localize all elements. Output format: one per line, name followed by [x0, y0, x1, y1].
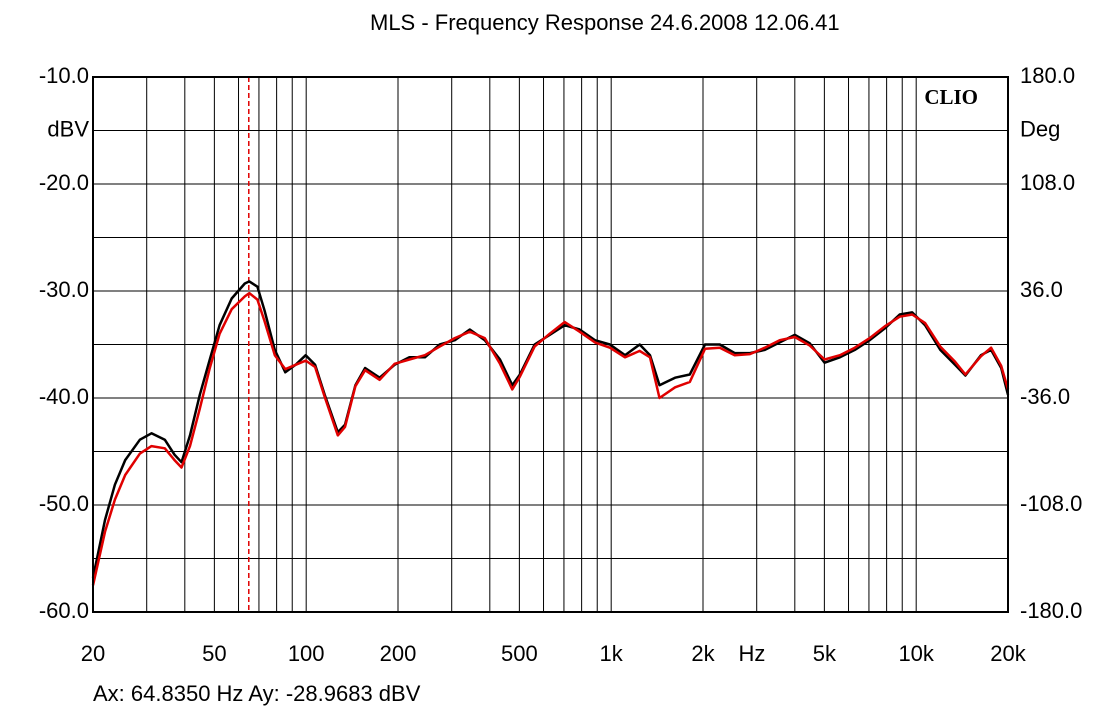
plot-frame — [92, 76, 1009, 613]
y2-tick-label: 108.0 — [1020, 170, 1075, 195]
x-tick-label: 10k — [898, 641, 934, 666]
y2-tick-label: -180.0 — [1020, 598, 1082, 623]
x-tick-label: 50 — [202, 641, 226, 666]
y-tick-label: -40.0 — [39, 384, 89, 409]
y-axis-label: dBV — [47, 116, 89, 141]
y-tick-label: -50.0 — [39, 491, 89, 516]
x-tick-label: 200 — [380, 641, 417, 666]
y2-tick-label: 180.0 — [1020, 63, 1075, 88]
y2-tick-label: 36.0 — [1020, 277, 1063, 302]
x-tick-label: 500 — [501, 641, 538, 666]
x-axis-label: Hz — [739, 641, 766, 666]
y2-tick-label: -36.0 — [1020, 384, 1070, 409]
y2-axis-label: Deg — [1020, 116, 1060, 141]
series-line — [91, 280, 1010, 579]
x-tick-label: 20 — [81, 641, 105, 666]
cursor-readout: Ax: 64.8350 Hz Ay: -28.9683 dBV — [93, 681, 421, 706]
y2-tick-label: -108.0 — [1020, 491, 1082, 516]
x-tick-label: 1k — [600, 641, 624, 666]
x-tick-label: 2k — [691, 641, 715, 666]
y-tick-label: -10.0 — [39, 63, 89, 88]
y-tick-label: -20.0 — [39, 170, 89, 195]
y-tick-label: -30.0 — [39, 277, 89, 302]
chart-title: MLS - Frequency Response 24.6.2008 12.06… — [370, 10, 840, 35]
x-tick-label: 5k — [813, 641, 837, 666]
logo: CLIO — [924, 85, 978, 109]
x-tick-label: 100 — [288, 641, 325, 666]
y-tick-label: -60.0 — [39, 598, 89, 623]
x-tick-label: 20k — [990, 641, 1026, 666]
series-line — [91, 291, 1010, 586]
